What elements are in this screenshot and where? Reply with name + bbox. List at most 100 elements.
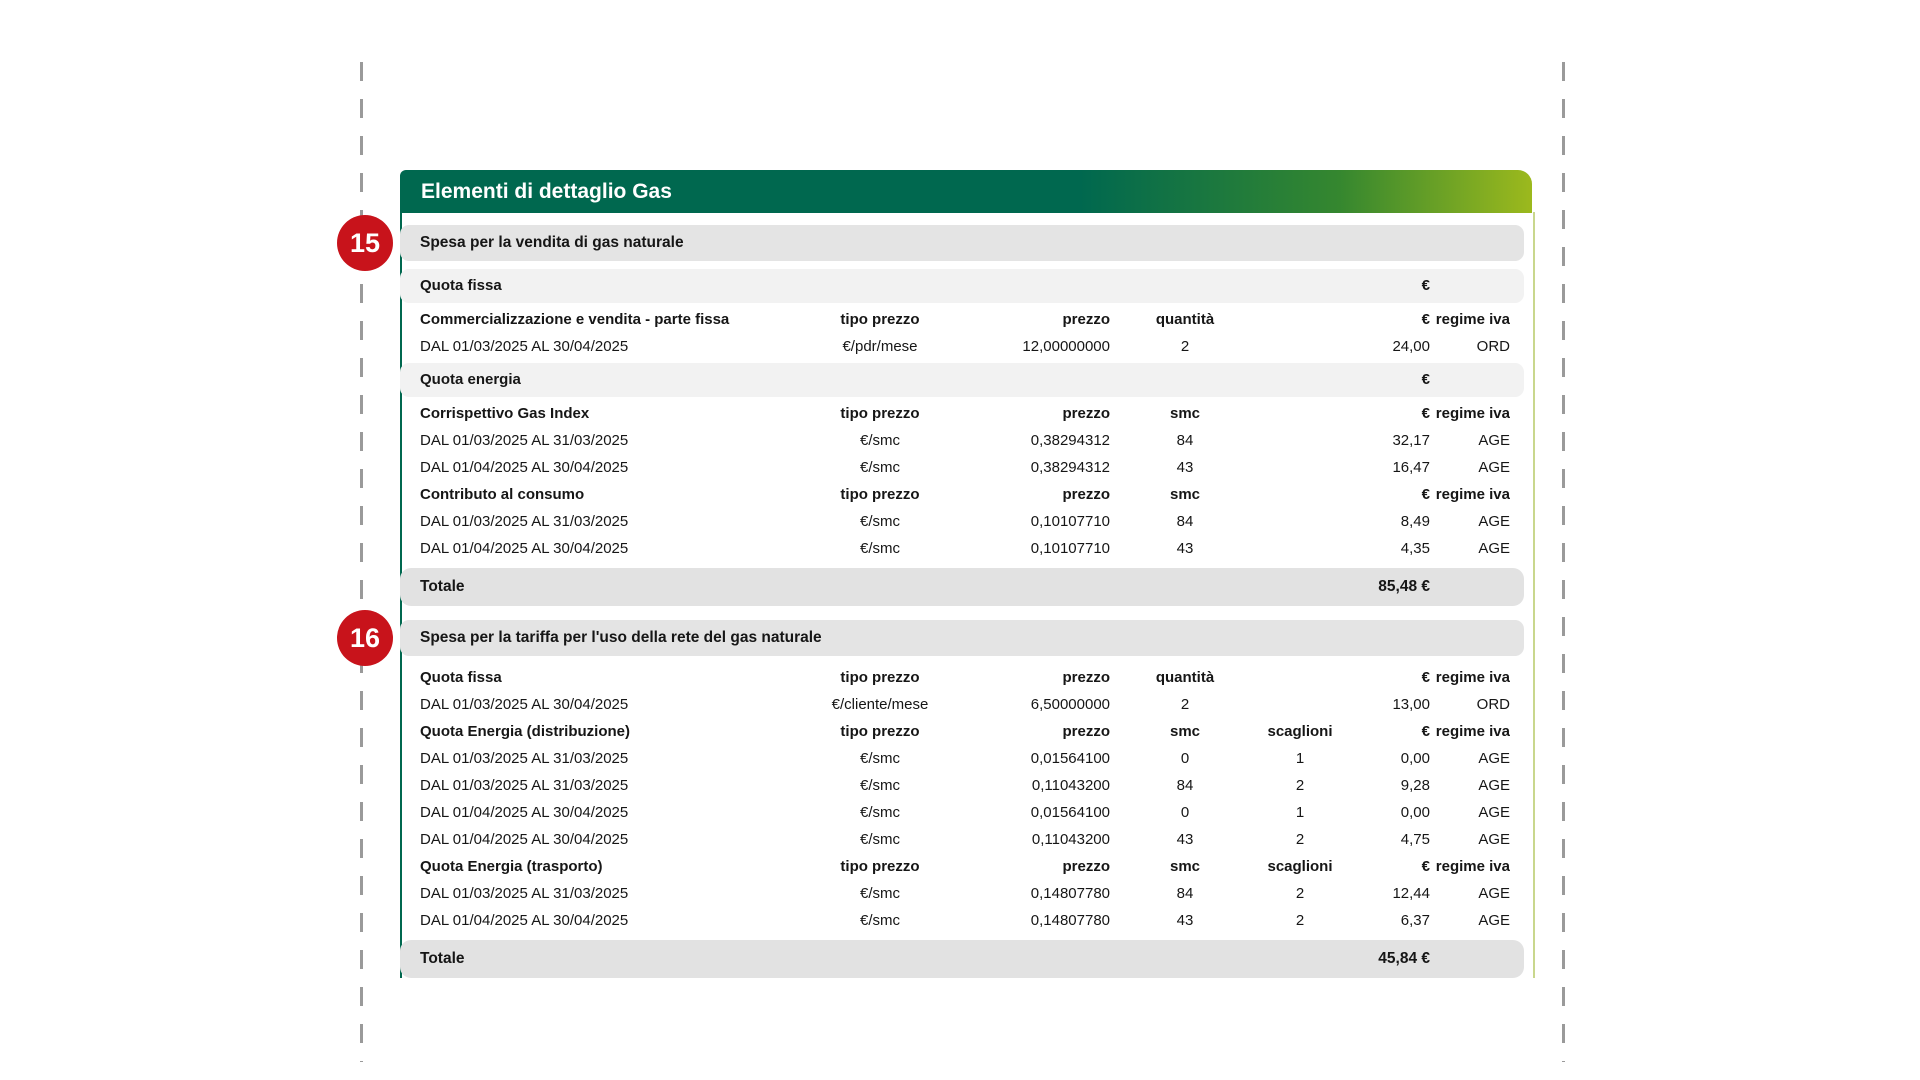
cell-quantita: smc bbox=[1169, 486, 1201, 503]
cell-tipo-prezzo: €/smc bbox=[859, 432, 900, 449]
cell-description: DAL 01/04/2025 AL 30/04/2025 bbox=[420, 831, 629, 848]
table-row: DAL 01/04/2025 AL 30/04/2025 €/smc 0,14807… bbox=[400, 907, 1532, 934]
cell-importo-euro: 6,37 bbox=[1400, 912, 1430, 929]
cell-description: DAL 01/04/2025 AL 30/04/2025 bbox=[420, 804, 629, 821]
cell-tipo-prezzo: tipo prezzo bbox=[840, 669, 920, 686]
gas-detail-panel: Elementi di dettaglio Gas 15 Spesa per la… bbox=[337, 170, 1532, 978]
table-row: DAL 01/03/2025 AL 30/04/2025 €/cliente/me… bbox=[400, 691, 1532, 718]
cell-quantita bbox=[1110, 363, 1260, 397]
cell-importo-euro: € bbox=[1421, 311, 1430, 328]
cell-tipo-prezzo: €/smc bbox=[859, 540, 900, 557]
cell-regime-iva bbox=[1430, 363, 1510, 397]
cell-description: DAL 01/03/2025 AL 30/04/2025 bbox=[420, 338, 629, 355]
cell-tipo-prezzo: tipo prezzo bbox=[840, 405, 920, 422]
cell-prezzo: 0,14807780 bbox=[1030, 885, 1110, 902]
column-header-row: Contributo al consumo tipo prezzo prezzo sm… bbox=[400, 481, 1532, 508]
panel-title: Elementi di dettaglio Gas bbox=[421, 180, 672, 203]
subsection-bar: Quota energia € bbox=[400, 363, 1524, 397]
cell-prezzo: 12,00000000 bbox=[1022, 338, 1110, 355]
cell-importo-euro: 12,44 bbox=[1392, 885, 1430, 902]
cell-scaglioni bbox=[1260, 306, 1340, 333]
cell-scaglioni bbox=[1260, 535, 1340, 562]
cell-regime-iva: regime iva bbox=[1435, 669, 1510, 686]
cell-importo-euro: 9,28 bbox=[1400, 777, 1430, 794]
column-header-row: Quota Energia (trasporto) tipo prezzo prez… bbox=[400, 853, 1532, 880]
cell-scaglioni: 2 bbox=[1295, 912, 1305, 929]
cell-description: Quota Energia (distribuzione) bbox=[420, 723, 631, 740]
cell-tipo-prezzo: €/smc bbox=[859, 831, 900, 848]
column-header-row: Quota Energia (distribuzione) tipo prezzo… bbox=[400, 718, 1532, 745]
cell-quantita bbox=[1110, 269, 1260, 303]
cell-scaglioni bbox=[1260, 664, 1340, 691]
cell-description: Contributo al consumo bbox=[420, 486, 585, 503]
cell-quantita: quantità bbox=[1155, 311, 1215, 328]
cell-importo-euro: € bbox=[1421, 277, 1430, 294]
cell-importo-euro: € bbox=[1421, 371, 1430, 388]
cell-description: DAL 01/03/2025 AL 31/03/2025 bbox=[420, 513, 629, 530]
column-header-row: Commercializzazione e vendita - parte fi… bbox=[400, 306, 1532, 333]
cell-tipo-prezzo: €/pdr/mese bbox=[842, 338, 918, 355]
cell-quantita: 2 bbox=[1180, 338, 1190, 355]
cell-tipo-prezzo: tipo prezzo bbox=[840, 858, 920, 875]
cell-prezzo: prezzo bbox=[1062, 486, 1110, 503]
cell-scaglioni: 2 bbox=[1295, 831, 1305, 848]
cell-regime-iva: regime iva bbox=[1435, 723, 1510, 740]
cell-prezzo: 0,11043200 bbox=[1031, 831, 1110, 848]
cell-scaglioni: 2 bbox=[1295, 777, 1305, 794]
cell-prezzo: 0,14807780 bbox=[1030, 912, 1110, 929]
cell-scaglioni bbox=[1260, 333, 1340, 360]
cell-regime-iva: ORD bbox=[1476, 696, 1510, 713]
cell-importo-euro: 4,75 bbox=[1400, 831, 1430, 848]
cell-description: DAL 01/04/2025 AL 30/04/2025 bbox=[420, 540, 629, 557]
cell-prezzo: 0,01564100 bbox=[1030, 750, 1110, 767]
cell-scaglioni: scaglioni bbox=[1267, 858, 1333, 875]
table-row: DAL 01/04/2025 AL 30/04/2025 €/smc 0,10107… bbox=[400, 535, 1532, 562]
section-number-badge: 16 bbox=[337, 610, 393, 666]
cell-regime-iva: regime iva bbox=[1435, 405, 1510, 422]
cell-regime-iva: AGE bbox=[1478, 459, 1510, 476]
cell-quantita: 84 bbox=[1176, 432, 1194, 449]
cell-regime-iva: AGE bbox=[1478, 540, 1510, 557]
cell-description: DAL 01/03/2025 AL 31/03/2025 bbox=[420, 885, 629, 902]
cell-tipo-prezzo: €/smc bbox=[859, 750, 900, 767]
cell-quantita: quantità bbox=[1155, 669, 1215, 686]
panel-title-bar: Elementi di dettaglio Gas bbox=[400, 170, 1532, 213]
cell-regime-iva: regime iva bbox=[1435, 858, 1510, 875]
cell-importo-euro: 16,47 bbox=[1392, 459, 1430, 476]
section-title-bar: 15 Spesa per la vendita di gas naturale bbox=[337, 215, 1524, 271]
total-label: Totale bbox=[420, 578, 465, 595]
cell-tipo-prezzo: tipo prezzo bbox=[840, 723, 920, 740]
section-number-badge: 15 bbox=[337, 215, 393, 271]
table-row: DAL 01/03/2025 AL 31/03/2025 €/smc 0,11043… bbox=[400, 772, 1532, 799]
cell-description: DAL 01/03/2025 AL 30/04/2025 bbox=[420, 696, 629, 713]
cell-importo-euro: € bbox=[1421, 405, 1430, 422]
cell-prezzo bbox=[970, 363, 1110, 397]
total-value: 45,84 € bbox=[1378, 950, 1430, 967]
cell-regime-iva: AGE bbox=[1478, 831, 1510, 848]
total-value: 85,48 € bbox=[1378, 578, 1430, 595]
cell-tipo-prezzo: tipo prezzo bbox=[840, 311, 920, 328]
cell-scaglioni: 1 bbox=[1295, 750, 1305, 767]
cell-quantita: 2 bbox=[1180, 696, 1190, 713]
cell-scaglioni bbox=[1260, 400, 1340, 427]
cell-description: DAL 01/04/2025 AL 30/04/2025 bbox=[420, 912, 629, 929]
cell-regime-iva: AGE bbox=[1478, 432, 1510, 449]
cell-scaglioni bbox=[1260, 508, 1340, 535]
cell-quantita: 43 bbox=[1176, 831, 1194, 848]
cell-description: Quota Energia (trasporto) bbox=[420, 858, 603, 875]
cell-importo-euro: 8,49 bbox=[1400, 513, 1430, 530]
cell-quantita: smc bbox=[1169, 723, 1201, 740]
cell-quantita: 0 bbox=[1180, 750, 1190, 767]
cell-tipo-prezzo: €/smc bbox=[859, 885, 900, 902]
cell-importo-euro: 13,00 bbox=[1392, 696, 1430, 713]
cell-importo-euro: 0,00 bbox=[1400, 804, 1430, 821]
cell-description: Corrispettivo Gas Index bbox=[420, 405, 590, 422]
cell-prezzo: 0,10107710 bbox=[1030, 540, 1110, 557]
total-row: Totale 45,84 € bbox=[400, 940, 1524, 978]
sections-container: 15 Spesa per la vendita di gas naturale Qu… bbox=[337, 215, 1532, 978]
cell-prezzo: 0,11043200 bbox=[1031, 777, 1110, 794]
right-dashed-crop-mark bbox=[1562, 62, 1565, 1062]
cell-quantita: 84 bbox=[1176, 513, 1194, 530]
cell-quantita: 0 bbox=[1180, 804, 1190, 821]
cell-regime-iva: AGE bbox=[1478, 885, 1510, 902]
